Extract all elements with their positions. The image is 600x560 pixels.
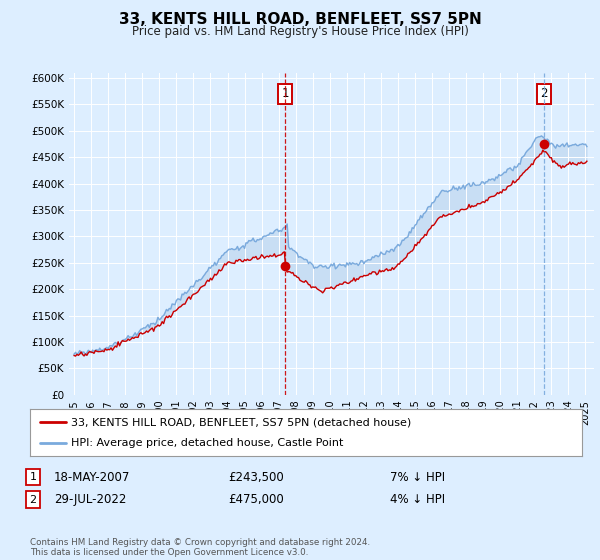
Text: £243,500: £243,500: [228, 470, 284, 484]
Text: HPI: Average price, detached house, Castle Point: HPI: Average price, detached house, Cast…: [71, 438, 344, 448]
Text: Contains HM Land Registry data © Crown copyright and database right 2024.
This d: Contains HM Land Registry data © Crown c…: [30, 538, 370, 557]
Text: 2: 2: [29, 494, 37, 505]
Text: 7% ↓ HPI: 7% ↓ HPI: [390, 470, 445, 484]
Text: 1: 1: [281, 87, 289, 100]
Text: £475,000: £475,000: [228, 493, 284, 506]
Text: 1: 1: [29, 472, 37, 482]
Text: 33, KENTS HILL ROAD, BENFLEET, SS7 5PN (detached house): 33, KENTS HILL ROAD, BENFLEET, SS7 5PN (…: [71, 417, 412, 427]
Text: 29-JUL-2022: 29-JUL-2022: [54, 493, 127, 506]
Text: Price paid vs. HM Land Registry's House Price Index (HPI): Price paid vs. HM Land Registry's House …: [131, 25, 469, 38]
Text: 2: 2: [540, 87, 547, 100]
Text: 18-MAY-2007: 18-MAY-2007: [54, 470, 130, 484]
Text: 33, KENTS HILL ROAD, BENFLEET, SS7 5PN: 33, KENTS HILL ROAD, BENFLEET, SS7 5PN: [119, 12, 481, 27]
Text: 4% ↓ HPI: 4% ↓ HPI: [390, 493, 445, 506]
